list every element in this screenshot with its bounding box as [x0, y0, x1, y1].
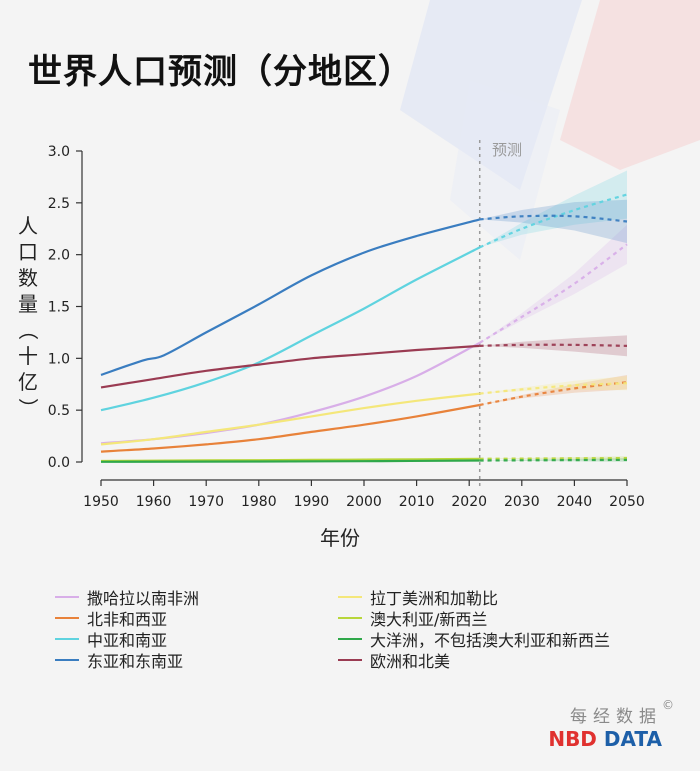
line-chart: 0.0 0.5 1.0 1.5 2.0 2.5 3.0 1950 1960 1970 1980 199…	[48, 140, 645, 510]
series-projection-2	[479, 193, 628, 249]
projection-band-4	[479, 376, 627, 394]
series-projection-6	[479, 458, 628, 462]
legend-label: 中亚和南亚	[87, 631, 168, 650]
y-tick-label: 0.0	[48, 455, 70, 471]
projection-band-1	[479, 375, 627, 405]
series-line-3	[100, 218, 480, 376]
y-axis-label-char: ）	[16, 398, 40, 418]
legend-item: 澳大利亚/新西兰	[338, 606, 487, 630]
legend-label: 东亚和东南亚	[87, 652, 184, 671]
chart-axes: 0.0 0.5 1.0 1.5 2.0 2.5 3.0 1950 1960 1970 1980 199…	[48, 140, 645, 510]
legend-swatch	[55, 638, 79, 640]
legend-swatch	[55, 596, 79, 598]
y-tick-label: 1.5	[48, 300, 70, 316]
legend-label: 北非和西亚	[87, 610, 168, 629]
projection-band-2	[479, 170, 627, 248]
y-axis-label: 人口数量 （ 十亿 ）	[12, 213, 44, 421]
series-line-4	[100, 392, 480, 446]
x-tick-label: 2040	[557, 494, 593, 510]
legend-label: 撒哈拉以南非洲	[87, 589, 200, 608]
x-axis-label: 年份	[320, 526, 360, 550]
x-tick-label: 2000	[346, 494, 382, 510]
y-axis-label-char: 口	[18, 240, 38, 264]
page-title: 世界人口预测（分地区）	[28, 52, 413, 92]
legend-label: 欧洲和北美	[370, 652, 451, 671]
legend-swatch	[55, 617, 79, 619]
series-projection-0	[479, 243, 628, 344]
chart-lines	[100, 193, 628, 463]
legend-item: 撒哈拉以南非洲	[55, 585, 199, 609]
y-tick-label: 3.0	[48, 144, 70, 160]
series-projection-5	[479, 457, 628, 460]
y-tick-label: 0.5	[48, 403, 70, 419]
x-tick-label: 2020	[451, 494, 487, 510]
y-axis-label-char: 亿	[18, 370, 38, 394]
brand-en-left: NBD	[548, 727, 597, 751]
y-axis-label-char: 量	[18, 292, 38, 316]
x-tick-label: 1970	[188, 494, 224, 510]
legend-item: 大洋洲，不包括澳大利亚和新西兰	[338, 627, 610, 651]
legend-item: 北非和西亚	[55, 606, 167, 630]
legend-item: 中亚和南亚	[55, 627, 167, 651]
y-tick-label: 2.5	[48, 196, 70, 212]
brand-logo: 每经数据 NBD DATA ©	[548, 698, 674, 751]
brand-en-right: DATA	[603, 727, 662, 751]
legend-swatch	[338, 596, 362, 598]
x-tick-label: 1990	[294, 494, 330, 510]
legend-swatch	[338, 617, 362, 619]
legend-swatch	[338, 659, 362, 661]
y-axis-label-char: 人	[18, 214, 38, 238]
series-projection-7	[479, 343, 628, 347]
x-tick-label: 1950	[83, 494, 119, 510]
legend-label: 澳大利亚/新西兰	[370, 610, 488, 629]
series-line-7	[100, 344, 480, 389]
projection-bands	[479, 170, 627, 462]
projection-band-0	[479, 224, 627, 343]
y-axis-label-char: 数	[18, 266, 38, 290]
y-tick-label: 2.0	[48, 248, 70, 264]
brand-name-en: NBD DATA	[548, 727, 662, 751]
projection-band-3	[479, 199, 627, 244]
legend-swatch	[338, 638, 362, 640]
x-tick-label: 1980	[241, 494, 277, 510]
copyright-mark: ©	[662, 698, 674, 712]
legend-label: 拉丁美洲和加勒比	[370, 589, 499, 608]
x-tick-label: 2010	[399, 494, 435, 510]
x-tick-label: 2030	[504, 494, 540, 510]
y-axis-label-char: 十	[18, 344, 38, 368]
legend-item: 东亚和东南亚	[55, 648, 183, 672]
y-tick-label: 1.0	[48, 351, 70, 367]
projection-label: 预测	[492, 141, 523, 159]
series-projection-1	[479, 381, 628, 407]
x-tick-label: 1960	[136, 494, 172, 510]
series-line-2	[100, 246, 481, 412]
legend-item: 拉丁美洲和加勒比	[338, 585, 498, 609]
legend-label: 大洋洲，不包括澳大利亚和新西兰	[370, 631, 611, 650]
series-line-1	[100, 403, 480, 453]
y-axis-label-char: （	[16, 320, 40, 340]
series-line-6	[100, 459, 480, 463]
series-projection-3	[479, 214, 628, 223]
series-projection-4	[479, 382, 628, 395]
x-tick-label: 2050	[609, 494, 645, 510]
legend-item: 欧洲和北美	[338, 648, 450, 672]
legend-swatch	[55, 659, 79, 661]
brand-name-cn: 每经数据	[570, 707, 662, 727]
